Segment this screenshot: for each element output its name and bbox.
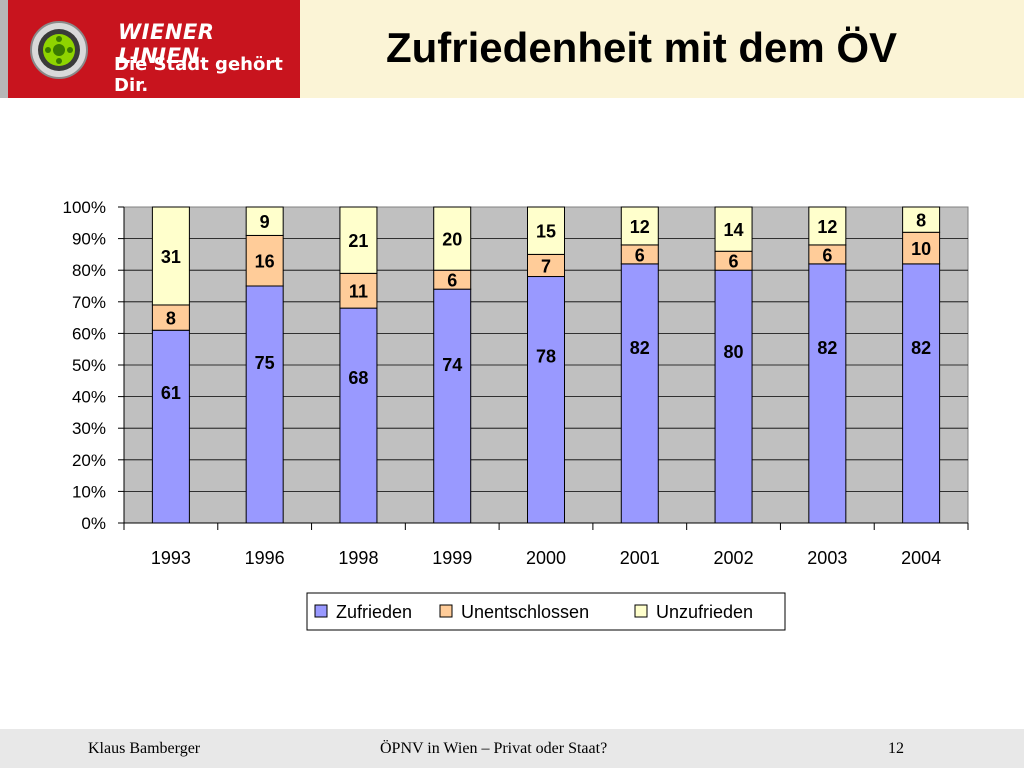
data-label: 8 <box>166 309 176 329</box>
data-label: 78 <box>536 346 556 366</box>
data-label: 10 <box>911 239 931 259</box>
data-label: 31 <box>161 247 181 267</box>
data-label: 6 <box>447 271 457 291</box>
y-tick-label: 10% <box>72 482 106 501</box>
data-label: 21 <box>348 231 368 251</box>
data-label: 16 <box>255 252 275 272</box>
legend-swatch <box>439 604 453 618</box>
y-tick-label: 20% <box>72 451 106 470</box>
bar-segment <box>714 269 753 524</box>
x-tick-label: 2002 <box>714 548 754 568</box>
bar-segment <box>245 206 284 236</box>
x-tick-label: 2003 <box>807 548 847 568</box>
x-tick-label: 2000 <box>526 548 566 568</box>
bar-segment <box>339 206 378 274</box>
data-label: 61 <box>161 383 181 403</box>
data-label: 12 <box>630 217 650 237</box>
data-label: 20 <box>442 230 462 250</box>
wiener-linien-logo: WIENER LINIEN Die Stadt gehört Dir. <box>8 0 300 98</box>
footer-topic: ÖPNV in Wien – Privat oder Staat? <box>380 740 608 757</box>
data-label: 14 <box>724 220 744 240</box>
bar-segment <box>808 206 847 246</box>
bar-segment <box>151 206 190 306</box>
bar-segment <box>902 263 941 524</box>
bar-segment <box>620 263 659 524</box>
bar-segment <box>339 272 378 309</box>
bar-segment <box>151 329 190 524</box>
stacked-bar-chart: 0% 10% 20% 30% 40% 50% 60% 70% 80% 90% 100% 61 8 31 19… <box>63 198 969 631</box>
y-tick-label: 50% <box>72 356 106 375</box>
data-label: 82 <box>911 338 931 358</box>
data-label: 74 <box>442 355 462 375</box>
bar-segment <box>620 206 659 246</box>
y-tick-label: 30% <box>72 419 106 438</box>
x-tick-label: 2004 <box>901 548 941 568</box>
data-label: 11 <box>349 282 368 302</box>
legend <box>306 592 786 631</box>
logo-brand-text: WIENER LINIEN <box>118 20 215 68</box>
y-tick-label: 80% <box>72 261 106 280</box>
x-tick-label: 2001 <box>620 548 660 568</box>
data-label: 6 <box>635 245 645 265</box>
bar-segment <box>339 307 378 524</box>
legend-label: Zufrieden <box>336 602 412 622</box>
logo-wheel-icon <box>30 21 88 79</box>
data-label: 75 <box>255 353 275 373</box>
bar-segment <box>433 288 472 524</box>
x-tick-label: 1996 <box>245 548 285 568</box>
data-label: 80 <box>724 342 744 362</box>
data-label: 6 <box>822 245 832 265</box>
bar-segment <box>245 285 284 524</box>
legend-swatch <box>314 604 328 618</box>
logo-slogan-text: Die Stadt gehört Dir. <box>114 54 283 96</box>
y-tick-label: 70% <box>72 293 106 312</box>
x-tick-label: 1993 <box>151 548 191 568</box>
y-tick-label: 0% <box>81 514 106 533</box>
bar-segment <box>245 234 284 287</box>
legend-swatch <box>634 604 648 618</box>
page-title: Zufriedenheit mit dem ÖV <box>386 24 898 71</box>
data-label: 15 <box>536 222 556 242</box>
bar-segment <box>902 231 941 265</box>
x-tick-label: 1999 <box>432 548 472 568</box>
bar-segment <box>714 206 753 252</box>
bar-segment <box>151 304 190 331</box>
data-label: 6 <box>729 252 739 272</box>
data-label: 8 <box>916 211 926 231</box>
data-label: 82 <box>630 338 650 358</box>
y-tick-label: 60% <box>72 324 106 343</box>
bar-segment <box>527 206 565 255</box>
data-label: 9 <box>260 212 270 232</box>
slide-footer: Klaus Bamberger ÖPNV in Wien – Privat od… <box>0 729 1024 768</box>
x-tick-label: 1998 <box>338 548 378 568</box>
footer-page-number: 12 <box>888 740 904 757</box>
y-tick-label: 40% <box>72 388 106 407</box>
slide-header: WIENER LINIEN Die Stadt gehört Dir. Zufr… <box>0 0 1024 98</box>
bar-segment <box>902 206 941 233</box>
header-stripe <box>0 0 8 98</box>
data-label: 82 <box>817 338 837 358</box>
bar-segment <box>527 276 565 524</box>
legend-label: Unzufrieden <box>656 602 753 622</box>
footer-author: Klaus Bamberger <box>88 740 201 757</box>
legend-label: Unentschlossen <box>461 602 589 622</box>
bar-segment <box>433 206 472 271</box>
data-label: 7 <box>541 256 551 276</box>
y-tick-label: 90% <box>72 230 106 249</box>
y-tick-label: 100% <box>63 198 106 217</box>
bar-segment <box>808 263 847 524</box>
data-label: 12 <box>817 217 837 237</box>
data-label: 68 <box>348 368 368 388</box>
